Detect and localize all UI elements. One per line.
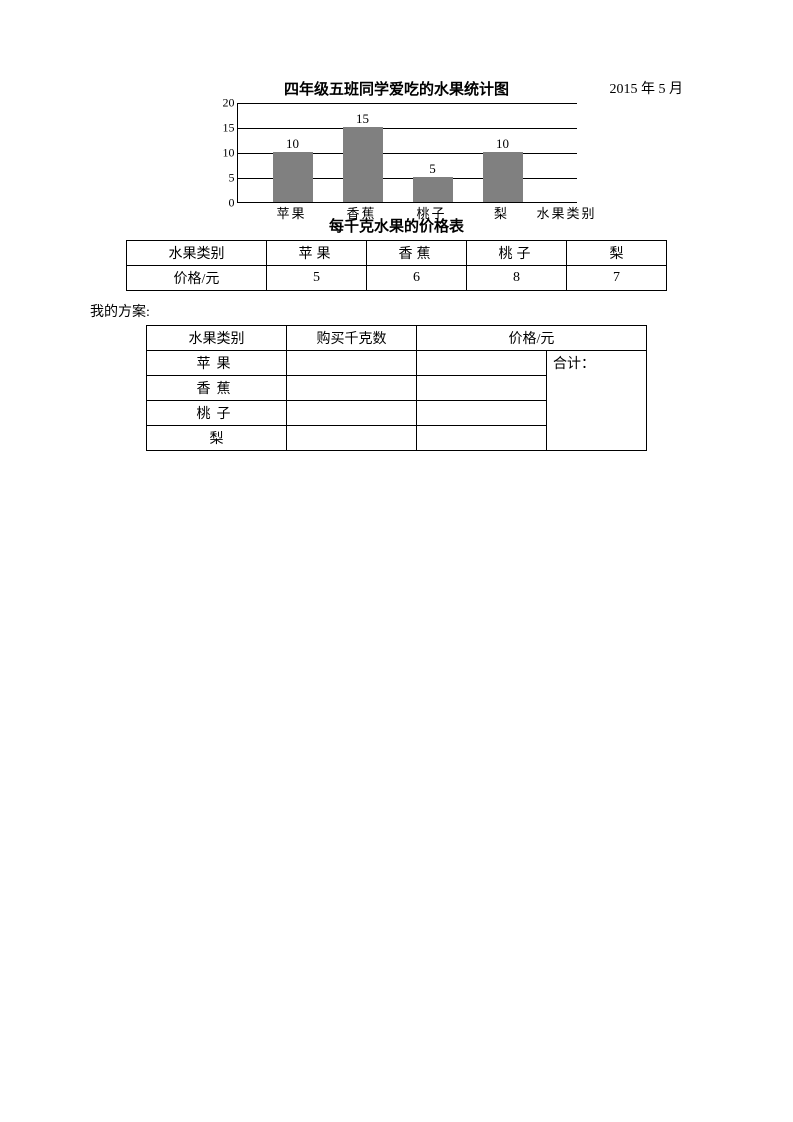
bar: 15 — [343, 127, 383, 202]
plan-col-0: 水果类别 — [147, 326, 287, 351]
plan-cell — [417, 351, 547, 376]
price-header-3: 桃子 — [467, 241, 567, 266]
plan-row-1: 香蕉 — [147, 376, 287, 401]
price-table: 水果类别 苹果 香蕉 桃子 梨 价格/元 5 6 8 7 — [126, 240, 667, 291]
plan-cell — [287, 426, 417, 451]
x-label: 梨 — [494, 203, 509, 222]
y-tick: 0 — [229, 196, 235, 211]
plan-cell — [287, 401, 417, 426]
plan-cell — [417, 376, 547, 401]
y-tick: 5 — [229, 171, 235, 186]
plan-col-1: 购买千克数 — [287, 326, 417, 351]
bar: 10 — [483, 152, 523, 202]
x-label: 香蕉 — [346, 203, 376, 222]
plan-col-2: 价格/元 — [417, 326, 647, 351]
fruit-bar-chart: 05101520 1015510 苹果香蕉桃子梨水果类别 — [207, 103, 587, 213]
x-label: 苹果 — [276, 203, 306, 222]
price-header-1: 苹果 — [267, 241, 367, 266]
bar: 5 — [413, 177, 453, 202]
price-row-label: 价格/元 — [127, 266, 267, 291]
table-row: 苹果 合计： — [147, 351, 647, 376]
price-header-4: 梨 — [567, 241, 667, 266]
bar-value-label: 15 — [343, 111, 383, 127]
table-row: 水果类别 购买千克数 价格/元 — [147, 326, 647, 351]
x-axis-title: 水果类别 — [537, 203, 597, 222]
x-label: 桃子 — [416, 203, 446, 222]
y-tick: 15 — [223, 121, 235, 136]
y-tick: 20 — [223, 96, 235, 111]
bar-value-label: 10 — [273, 136, 313, 152]
plan-cell — [417, 401, 547, 426]
plan-cell — [287, 351, 417, 376]
plan-cell — [417, 426, 547, 451]
plan-total-label: 合计： — [547, 351, 647, 451]
chart-title: 四年级五班同学爱吃的水果统计图 — [284, 78, 509, 99]
price-2: 8 — [467, 266, 567, 291]
grid-line — [238, 128, 577, 129]
plan-label: 我的方案: — [90, 301, 793, 321]
price-header-2: 香蕉 — [367, 241, 467, 266]
price-3: 7 — [567, 266, 667, 291]
bar: 10 — [273, 152, 313, 202]
plan-row-0: 苹果 — [147, 351, 287, 376]
price-1: 6 — [367, 266, 467, 291]
plan-table: 水果类别 购买千克数 价格/元 苹果 合计： 香蕉 桃子 梨 — [146, 325, 647, 451]
table-row: 价格/元 5 6 8 7 — [127, 266, 667, 291]
chart-date: 2015 年 5 月 — [610, 78, 684, 98]
plan-row-2: 桃子 — [147, 401, 287, 426]
price-0: 5 — [267, 266, 367, 291]
bar-value-label: 5 — [413, 161, 453, 177]
price-header-0: 水果类别 — [127, 241, 267, 266]
table-row: 水果类别 苹果 香蕉 桃子 梨 — [127, 241, 667, 266]
bar-value-label: 10 — [483, 136, 523, 152]
plan-cell — [287, 376, 417, 401]
plan-row-3: 梨 — [147, 426, 287, 451]
y-tick: 10 — [223, 146, 235, 161]
grid-line — [238, 103, 577, 104]
